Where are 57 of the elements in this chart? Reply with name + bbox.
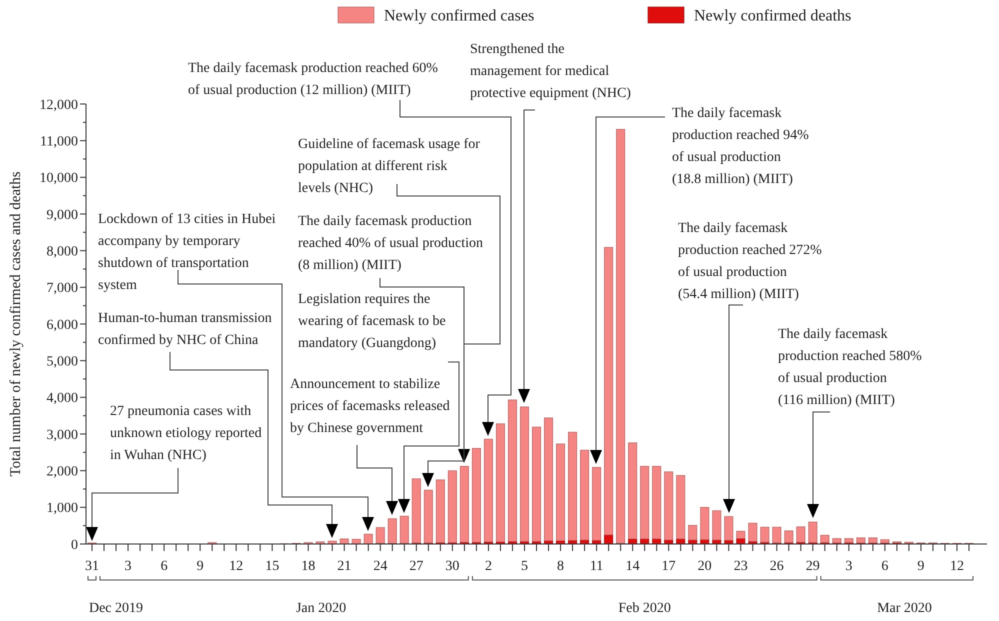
text: Jan 2020 (296, 601, 346, 616)
x-tick-label: 8 (557, 559, 564, 574)
x-tick-label: 17 (662, 559, 676, 574)
annotation: The daily facemask production reached 580% of usual production (116 million) (MIIT) (778, 327, 922, 408)
annotation: The daily facemask production reached 40% of usual production (8 million) (MIIT) (298, 214, 484, 273)
y-tick-label: 7,000 (46, 281, 78, 296)
x-tick-label: 31 (85, 559, 100, 574)
x-tick-label: 20 (698, 559, 712, 574)
y-tick-label: 6,000 (46, 318, 78, 333)
text: Dec 2019 (88, 601, 144, 616)
y-tick-label: 4,000 (46, 391, 78, 406)
x-tick-label: 21 (337, 559, 352, 574)
x-tick-label: 2 (484, 559, 492, 574)
y-tick-label: 1,000 (46, 501, 78, 516)
x-tick-label: 24 (373, 559, 388, 574)
x-tick-label: 18 (301, 559, 316, 574)
x-tick-label: 5 (520, 559, 528, 574)
legend-label: Newly confirmed deaths (694, 8, 852, 25)
y-tick-label: 3,000 (46, 428, 78, 443)
x-tick-label: 12 (229, 559, 244, 574)
x-tick-label: 11 (590, 559, 604, 574)
annotation: Human-to-human transmission confirmed by NHC of China (98, 311, 272, 348)
y-tick-label: 11,000 (40, 134, 78, 150)
x-tick-label: 6 (881, 559, 888, 574)
text: Mar 2020 (877, 601, 932, 616)
x-tick-label: 15 (265, 559, 280, 574)
y-tick-label: 2,000 (46, 464, 78, 480)
x-tick-label: 23 (734, 559, 748, 574)
x-tick-label: 9 (196, 559, 204, 574)
x-tick-label: 29 (806, 559, 820, 574)
annotation: The daily facemask production reached 272% of usual production (54.4 million) (MIIT) (678, 221, 822, 302)
x-tick-label: 9 (917, 559, 924, 574)
x-tick-label: 12 (950, 559, 964, 574)
annotation: Lockdown of 13 cities in Hubei accompany by temporary shutdown of transportation system (98, 212, 276, 293)
x-tick-label: 3 (124, 559, 132, 574)
x-tick-label: 6 (160, 559, 168, 574)
annotation: Guideline of facemask usage for population at different risk levels (NHC) (298, 137, 480, 196)
y-tick-label: 10,000 (40, 171, 78, 186)
y-tick-label: 5,000 (46, 354, 78, 370)
text: Strengthened the management for medical protective equipment (NHC) (470, 42, 632, 101)
legend-label: Newly confirmed cases (384, 8, 534, 25)
y-tick-label: 12,000 (40, 98, 78, 113)
y-tick-label: 9,000 (46, 208, 78, 223)
annotation: The daily facemask production reached 94% of usual production (18.8 million) (MIIT) (672, 106, 810, 187)
y-tick-label: 8,000 (46, 244, 78, 260)
y-axis-title: Total number of newly confirmed cases and deaths (8, 171, 24, 477)
annotation: 27 pneumonia cases with unknown etiology reported in Wuhan (NHC) (110, 404, 262, 463)
text: The daily facemask production reached 60% of usual production (12 million) (MIIT) (188, 61, 438, 98)
annotation: Announcement to stabilize prices of facemasks released by Chinese government (290, 377, 450, 436)
x-tick-label: 3 (845, 559, 852, 574)
y-tick-label: 0 (71, 538, 78, 553)
x-tick-label: 30 (445, 559, 460, 574)
text: Feb 2020 (618, 601, 671, 616)
x-tick-label: 27 (409, 559, 424, 574)
x-tick-label: 26 (770, 559, 784, 574)
x-tick-label: 14 (626, 559, 640, 574)
annotation: Legislation requires the wearing of facemask to be mandatory (Guangdong) (298, 292, 446, 351)
